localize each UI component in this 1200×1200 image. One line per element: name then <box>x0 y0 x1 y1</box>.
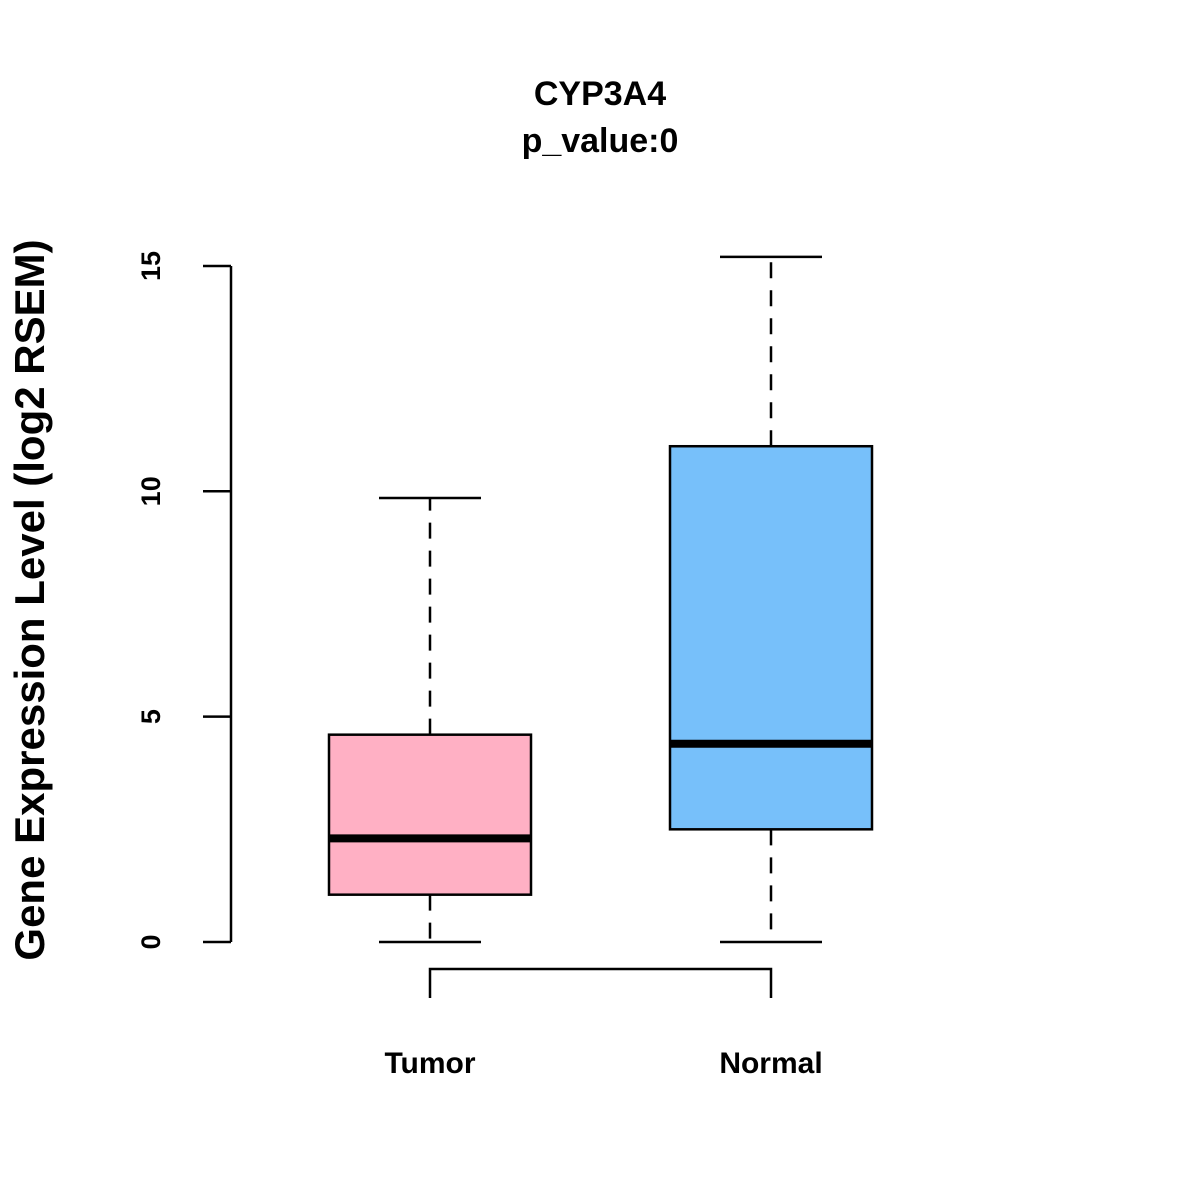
box-tumor <box>327 496 533 944</box>
box-normal <box>668 255 874 944</box>
chart-subtitle: p_value:0 <box>522 122 679 160</box>
y-axis: 0 5 10 15 <box>136 251 233 950</box>
chart-title: CYP3A4 <box>534 75 666 113</box>
y-tick-label: 5 <box>136 709 166 724</box>
comparison-bracket <box>428 967 773 998</box>
y-tick-label: 0 <box>136 934 166 949</box>
category-labels: Tumor Normal <box>384 1047 822 1080</box>
boxes-group <box>327 255 874 944</box>
y-tick-label: 15 <box>136 251 166 281</box>
category-label-normal: Normal <box>719 1047 822 1080</box>
category-label-tumor: Tumor <box>384 1047 475 1080</box>
y-tick-label: 10 <box>136 476 166 506</box>
iqr-box <box>327 733 533 896</box>
bracket-line <box>428 967 773 998</box>
iqr-box <box>668 444 874 831</box>
y-axis-label: Gene Expression Level (log2 RSEM) <box>6 239 53 960</box>
